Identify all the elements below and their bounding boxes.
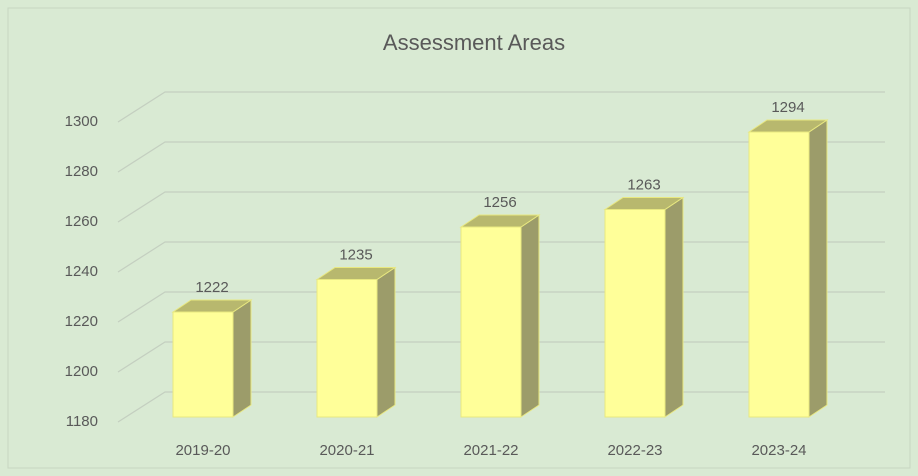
bar-side [664,196,684,418]
y-tick-label: 1280 [65,163,98,180]
grid-line [117,191,885,223]
frame [7,7,911,469]
x-tick-label: 2020-21 [319,442,374,459]
x-tick-label: 2023-24 [751,442,806,459]
data-label: 1263 [627,176,660,193]
bar-front [316,279,378,418]
y-tick-label: 1200 [65,363,98,380]
data-label: 1235 [339,246,372,263]
x-tick-label: 2019-20 [175,442,230,459]
bar-front [604,209,666,418]
bar [459,214,541,418]
grid-line [117,91,885,123]
y-tick-label: 1300 [65,113,98,130]
bar [603,196,685,418]
data-label: 1256 [483,194,516,211]
bar-front [460,226,522,418]
y-tick-label: 1220 [65,313,98,330]
data-label: 1222 [195,279,228,296]
bar-side [376,266,396,418]
y-tick-label: 1180 [66,413,98,430]
bar-front [748,131,810,418]
y-tick-label: 1240 [65,263,98,280]
bar [747,119,829,418]
bar-side [808,119,828,418]
data-label: 1294 [771,99,804,116]
bar-side [232,299,252,418]
x-tick-label: 2022-23 [607,442,662,459]
bar-front [172,311,234,418]
bar [315,266,397,418]
grid-line [117,141,885,173]
chart-title: Assessment Areas [383,30,565,55]
bar-side [520,214,540,418]
bar [171,299,253,418]
y-tick-label: 1260 [65,213,98,230]
x-tick-label: 2021-22 [463,442,518,459]
